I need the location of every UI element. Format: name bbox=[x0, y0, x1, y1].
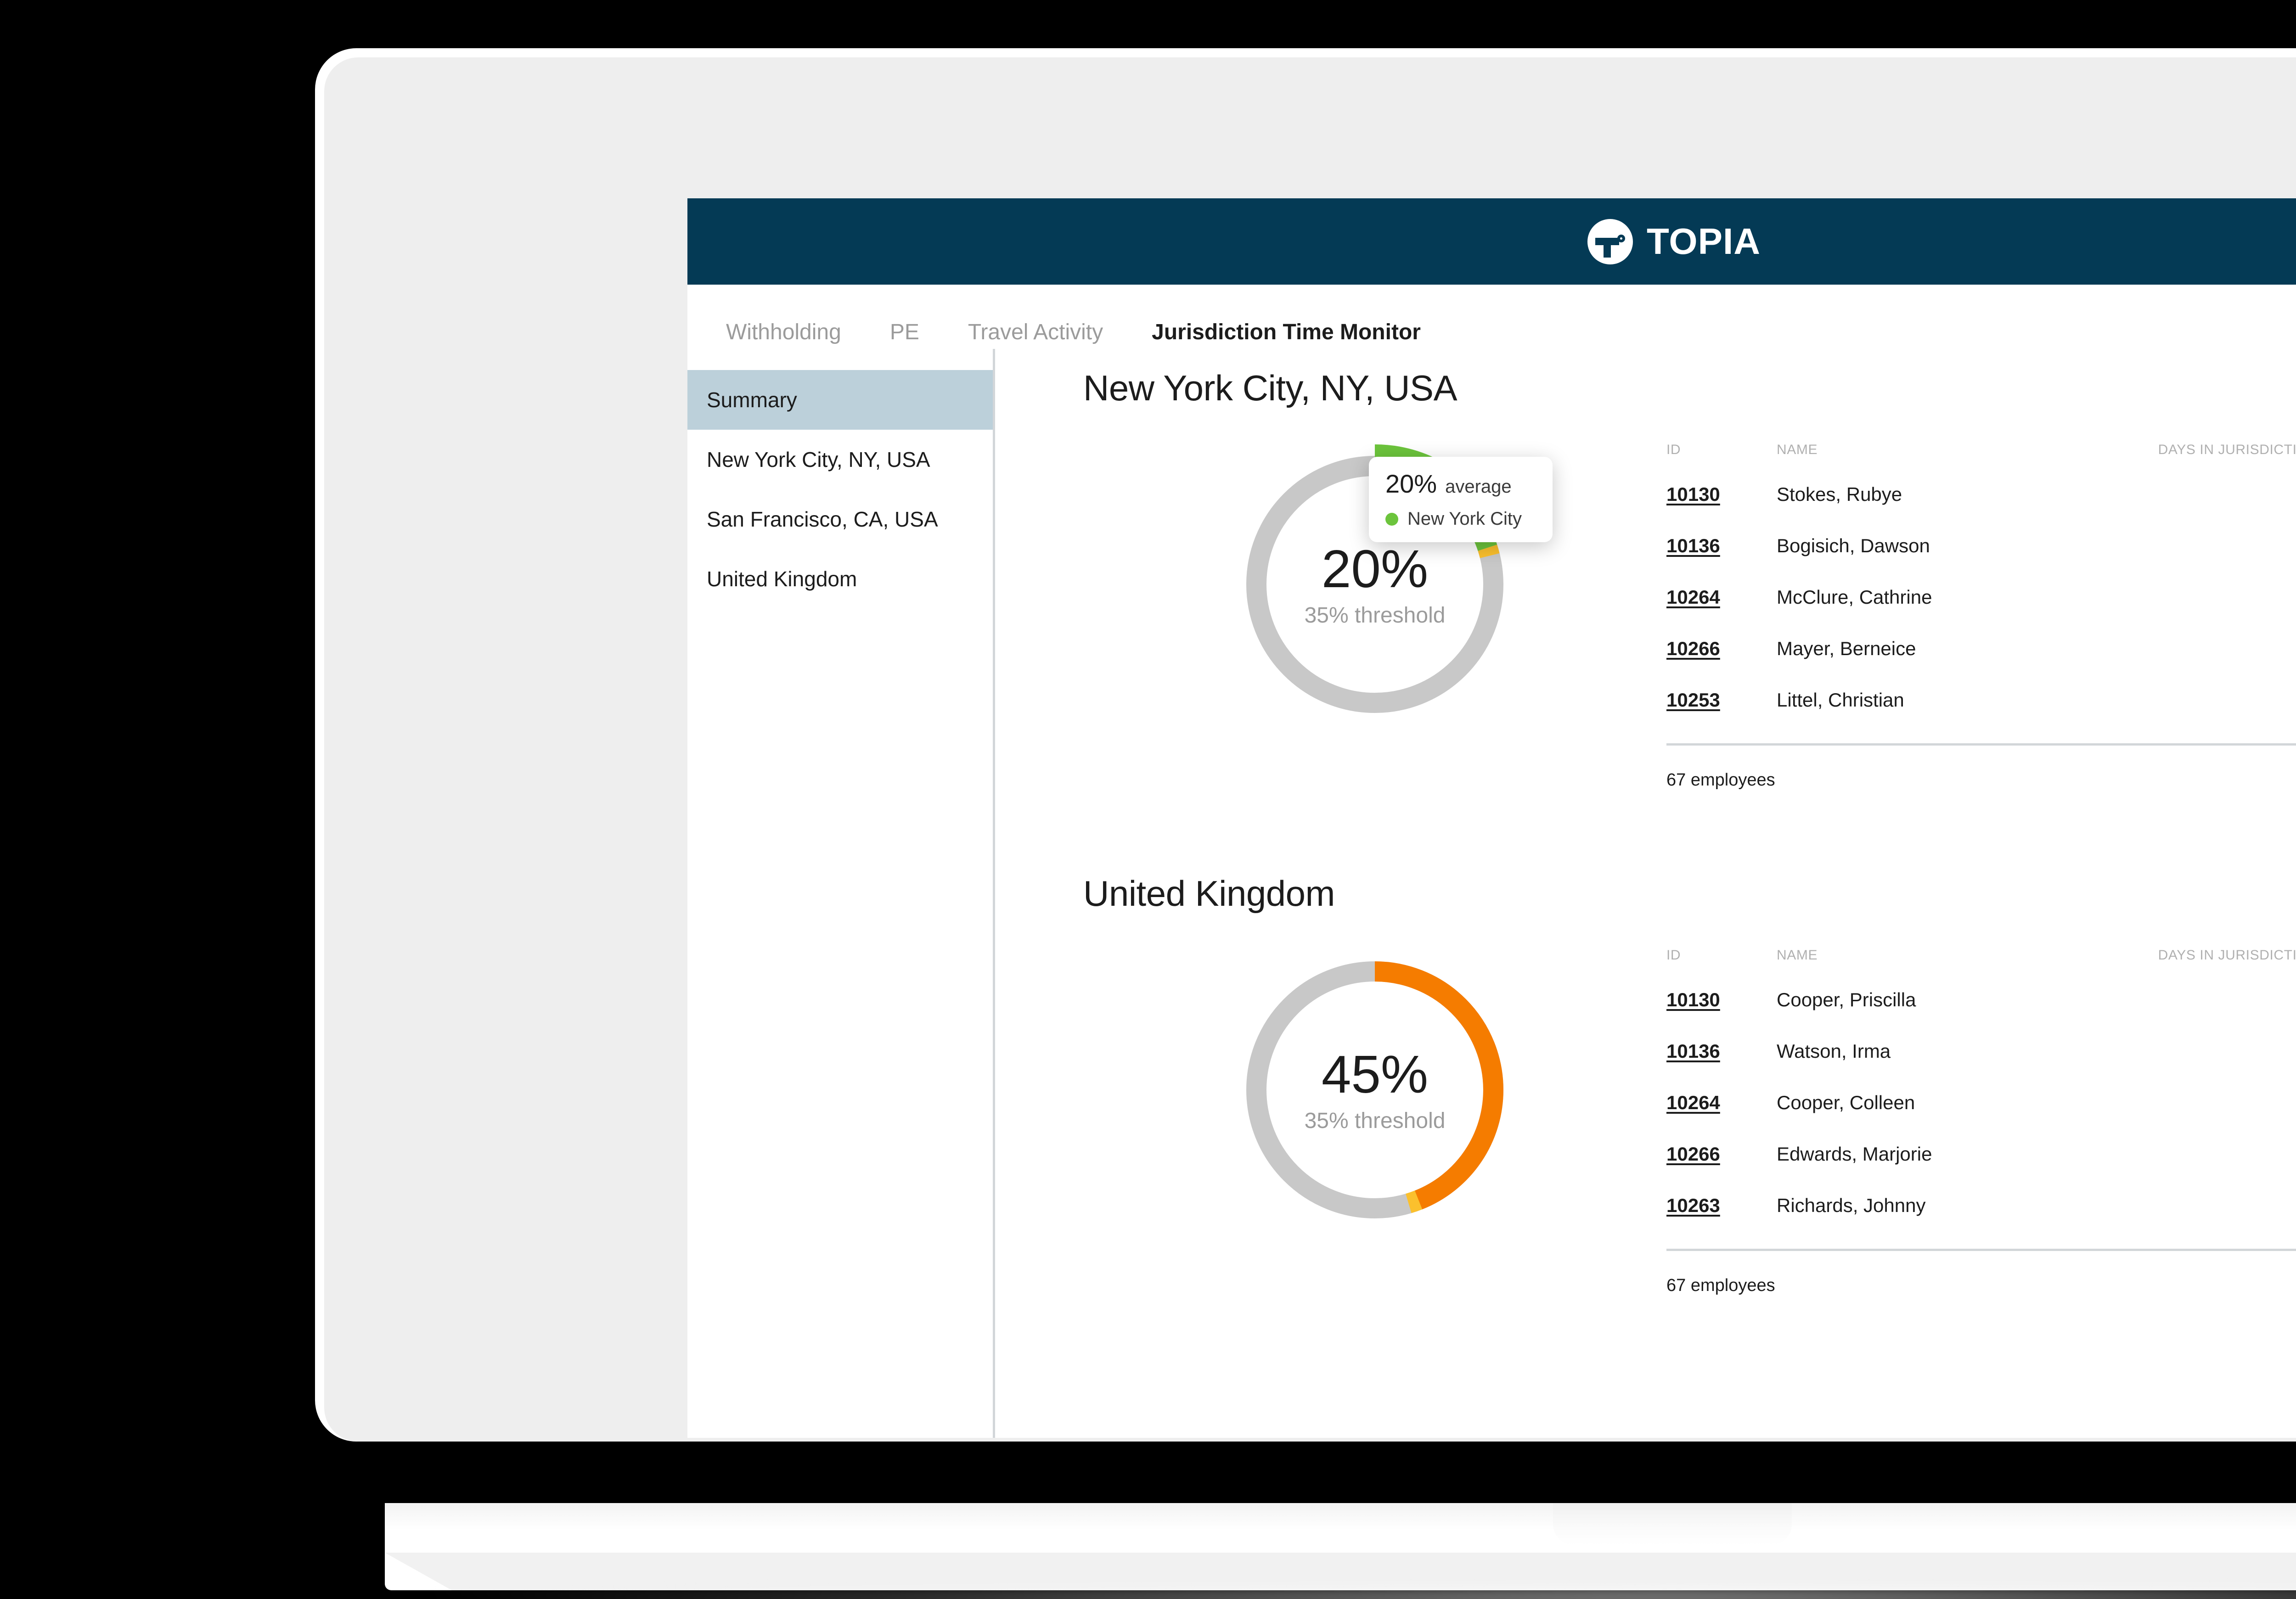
sidebar: Summary New York City, NY, USA San Franc… bbox=[687, 349, 995, 1438]
browser-viewport: TOPIA Withholding PE Travel Activity Jur… bbox=[687, 198, 2296, 1438]
table-footer: 67 employees All employees list bbox=[1666, 1249, 2296, 1296]
cell-name: Richards, Johnny bbox=[1777, 1195, 1926, 1216]
cell-days: 42%84 days bbox=[2158, 586, 2296, 638]
cell-days: 50%100 days bbox=[2158, 1195, 2296, 1246]
cell-id[interactable]: 10253 bbox=[1666, 689, 1720, 711]
cell-id[interactable]: 10266 bbox=[1666, 1143, 1720, 1165]
table-header-row: ID NAME DAYS IN JURISDICTION bbox=[1666, 442, 2296, 483]
tab-pe[interactable]: PE bbox=[889, 320, 919, 344]
column-header-id: ID bbox=[1666, 948, 1681, 963]
donut-threshold: 35% threshold bbox=[1304, 1109, 1446, 1133]
tooltip-series-name: New York City bbox=[1407, 509, 1522, 529]
sidebar-item-label: United Kingdom bbox=[707, 567, 857, 591]
app-header: TOPIA bbox=[687, 198, 2296, 285]
donut-threshold: 35% threshold bbox=[1304, 603, 1446, 628]
cell-name: Edwards, Marjorie bbox=[1777, 1143, 1932, 1165]
page-title: New York City, NY, USA bbox=[1083, 368, 1458, 408]
tab-jurisdiction-time-monitor[interactable]: Jurisdiction Time Monitor bbox=[1152, 320, 1421, 344]
donut-center-nyc: 20% 35% threshold bbox=[1228, 438, 1522, 731]
cell-id[interactable]: 10136 bbox=[1666, 1040, 1720, 1062]
tab-travel-activity[interactable]: Travel Activity bbox=[968, 320, 1103, 344]
donut-tooltip: 20% average New York City bbox=[1369, 457, 1553, 542]
donut-svg-uk bbox=[1246, 961, 1503, 1218]
page-title: United Kingdom bbox=[1083, 873, 1335, 914]
brand-lockup[interactable]: TOPIA bbox=[1587, 219, 1761, 264]
table-row[interactable]: 10264 McClure, Cathrine 42%84 days bbox=[1666, 586, 2296, 638]
sidebar-item-united-kingdom[interactable]: United Kingdom bbox=[687, 549, 993, 609]
laptop-mockup: TOPIA Withholding PE Travel Activity Jur… bbox=[315, 48, 2296, 1599]
cell-days: 68%136 days bbox=[2158, 989, 2296, 1040]
green-dot-icon bbox=[1385, 512, 1398, 526]
sidebar-item-new-york-city[interactable]: New York City, NY, USA bbox=[687, 430, 993, 489]
cell-days: 32%64 days bbox=[2158, 689, 2296, 741]
cell-id[interactable]: 10266 bbox=[1666, 638, 1720, 659]
column-header-id: ID bbox=[1666, 442, 1681, 457]
sidebar-item-summary[interactable]: Summary bbox=[687, 370, 993, 430]
table-row[interactable]: 10263 Richards, Johnny 50%100 days bbox=[1666, 1195, 2296, 1246]
laptop-shadow bbox=[434, 1587, 2296, 1599]
tab-withholding[interactable]: Withholding bbox=[726, 320, 841, 344]
table-row[interactable]: 10266 Mayer, Berneice 37%74days bbox=[1666, 638, 2296, 689]
donut-value: 20% bbox=[1321, 539, 1429, 599]
employees-table-new-york-city: ID NAME DAYS IN JURISDICTION 10130 Stoke… bbox=[1666, 438, 2296, 790]
donut-chart-new-york-city: 20% 35% threshold 20% average bbox=[1083, 438, 1666, 731]
laptop-notch bbox=[1553, 1503, 1792, 1545]
cell-days: 48%96 days bbox=[2158, 483, 2296, 535]
cell-days: 46%92 days bbox=[2158, 535, 2296, 586]
employees-table-united-kingdom: ID NAME DAYS IN JURISDICTION 10130 Coope… bbox=[1666, 943, 2296, 1296]
cell-name: Mayer, Berneice bbox=[1777, 638, 1916, 659]
table-header-row: ID NAME DAYS IN JURISDICTION bbox=[1666, 948, 2296, 989]
content-area: New York City, NY, USA bbox=[995, 349, 2296, 1438]
app-body: Summary New York City, NY, USA San Franc… bbox=[687, 349, 2296, 1438]
donut-center-uk: 45% 35% threshold bbox=[1228, 943, 1522, 1237]
cell-id[interactable]: 10264 bbox=[1666, 586, 1720, 608]
donut-value: 45% bbox=[1321, 1044, 1429, 1104]
laptop-base-top bbox=[385, 1503, 2296, 1553]
cell-days: 63%126 days bbox=[2158, 1040, 2296, 1092]
table-row[interactable]: 10136 Watson, Irma 63%126 days bbox=[1666, 1040, 2296, 1092]
column-header-name: NAME bbox=[1777, 948, 1818, 963]
column-header-days: DAYS IN JURISDICTION bbox=[2158, 442, 2296, 457]
topia-logo-icon bbox=[1587, 219, 1633, 264]
cell-name: McClure, Cathrine bbox=[1777, 586, 1932, 608]
sidebar-item-label: New York City, NY, USA bbox=[707, 448, 930, 471]
sidebar-item-label: Summary bbox=[707, 388, 797, 412]
cell-name: Stokes, Rubye bbox=[1777, 483, 1902, 505]
brand-wordmark: TOPIA bbox=[1646, 221, 1761, 262]
cell-days: 56%112 days bbox=[2158, 1143, 2296, 1195]
table-row[interactable]: 10266 Edwards, Marjorie 56%112 days bbox=[1666, 1143, 2296, 1195]
cell-id[interactable]: 10130 bbox=[1666, 483, 1720, 505]
table-row[interactable]: 10130 Cooper, Priscilla 68%136 days bbox=[1666, 989, 2296, 1040]
sidebar-item-label: San Francisco, CA, USA bbox=[707, 507, 938, 531]
table-row[interactable]: 10264 Cooper, Colleen 58%168 days bbox=[1666, 1092, 2296, 1143]
section-united-kingdom: United Kingdom bbox=[995, 790, 2296, 1296]
table-footer: 67 employees All employees list bbox=[1666, 743, 2296, 790]
cell-id[interactable]: 10136 bbox=[1666, 535, 1720, 556]
tooltip-label: average bbox=[1445, 477, 1512, 497]
donut-chart-united-kingdom: 45% 35% threshold bbox=[1083, 943, 1666, 1237]
nav-tabs: Withholding PE Travel Activity Jurisdict… bbox=[687, 285, 2296, 349]
cell-id[interactable]: 10263 bbox=[1666, 1195, 1720, 1216]
cell-id[interactable]: 10264 bbox=[1666, 1092, 1720, 1113]
sidebar-item-san-francisco[interactable]: San Francisco, CA, USA bbox=[687, 489, 993, 549]
employee-count: 67 employees bbox=[1666, 1276, 1775, 1295]
table-row[interactable]: 10253 Littel, Christian 32%64 days bbox=[1666, 689, 2296, 741]
cell-days: 37%74days bbox=[2158, 638, 2296, 689]
cell-id[interactable]: 10130 bbox=[1666, 989, 1720, 1010]
cell-name: Cooper, Priscilla bbox=[1777, 989, 1916, 1010]
tooltip-percent: 20% bbox=[1385, 469, 1437, 498]
cell-days: 58%168 days bbox=[2158, 1092, 2296, 1143]
cell-name: Bogisich, Dawson bbox=[1777, 535, 1930, 556]
cell-name: Watson, Irma bbox=[1777, 1040, 1891, 1062]
cell-name: Cooper, Colleen bbox=[1777, 1092, 1915, 1113]
cell-name: Littel, Christian bbox=[1777, 689, 1904, 711]
laptop-base-bevel bbox=[385, 1553, 2296, 1590]
section-new-york-city: New York City, NY, USA bbox=[995, 349, 2296, 790]
employee-count: 67 employees bbox=[1666, 770, 1775, 790]
column-header-days: DAYS IN JURISDICTION bbox=[2158, 948, 2296, 963]
table-row[interactable]: 10130 Stokes, Rubye 48%96 days bbox=[1666, 483, 2296, 535]
table-row[interactable]: 10136 Bogisich, Dawson 46%92 days bbox=[1666, 535, 2296, 586]
column-header-name: NAME bbox=[1777, 442, 1818, 457]
